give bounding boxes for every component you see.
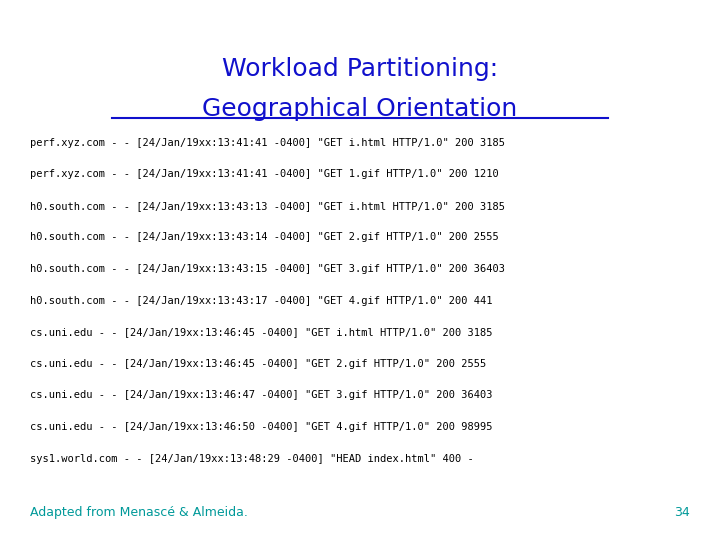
Text: cs.uni.edu - - [24/Jan/19xx:13:46:50 -0400] "GET 4.gif HTTP/1.0" 200 98995: cs.uni.edu - - [24/Jan/19xx:13:46:50 -04… [30, 422, 492, 432]
Text: Adapted from Menascé & Almeida.: Adapted from Menascé & Almeida. [30, 507, 248, 519]
Text: cs.uni.edu - - [24/Jan/19xx:13:46:45 -0400] "GET i.html HTTP/1.0" 200 3185: cs.uni.edu - - [24/Jan/19xx:13:46:45 -04… [30, 327, 492, 338]
Text: 34: 34 [674, 507, 690, 519]
Text: cs.uni.edu - - [24/Jan/19xx:13:46:47 -0400] "GET 3.gif HTTP/1.0" 200 36403: cs.uni.edu - - [24/Jan/19xx:13:46:47 -04… [30, 390, 492, 401]
Text: cs.uni.edu - - [24/Jan/19xx:13:46:45 -0400] "GET 2.gif HTTP/1.0" 200 2555: cs.uni.edu - - [24/Jan/19xx:13:46:45 -04… [30, 359, 487, 369]
Text: h0.south.com - - [24/Jan/19xx:13:43:13 -0400] "GET i.html HTTP/1.0" 200 3185: h0.south.com - - [24/Jan/19xx:13:43:13 -… [30, 201, 505, 211]
Text: Workload Partitioning:: Workload Partitioning: [222, 57, 498, 80]
Text: h0.south.com - - [24/Jan/19xx:13:43:15 -0400] "GET 3.gif HTTP/1.0" 200 36403: h0.south.com - - [24/Jan/19xx:13:43:15 -… [30, 264, 505, 274]
Text: Geographical Orientation: Geographical Orientation [202, 97, 518, 121]
Text: h0.south.com - - [24/Jan/19xx:13:43:17 -0400] "GET 4.gif HTTP/1.0" 200 441: h0.south.com - - [24/Jan/19xx:13:43:17 -… [30, 296, 492, 306]
Text: h0.south.com - - [24/Jan/19xx:13:43:14 -0400] "GET 2.gif HTTP/1.0" 200 2555: h0.south.com - - [24/Jan/19xx:13:43:14 -… [30, 232, 499, 242]
Text: sys1.world.com - - [24/Jan/19xx:13:48:29 -0400] "HEAD index.html" 400 -: sys1.world.com - - [24/Jan/19xx:13:48:29… [30, 454, 474, 464]
Text: perf.xyz.com - - [24/Jan/19xx:13:41:41 -0400] "GET i.html HTTP/1.0" 200 3185: perf.xyz.com - - [24/Jan/19xx:13:41:41 -… [30, 138, 505, 148]
Text: perf.xyz.com - - [24/Jan/19xx:13:41:41 -0400] "GET 1.gif HTTP/1.0" 200 1210: perf.xyz.com - - [24/Jan/19xx:13:41:41 -… [30, 170, 499, 179]
